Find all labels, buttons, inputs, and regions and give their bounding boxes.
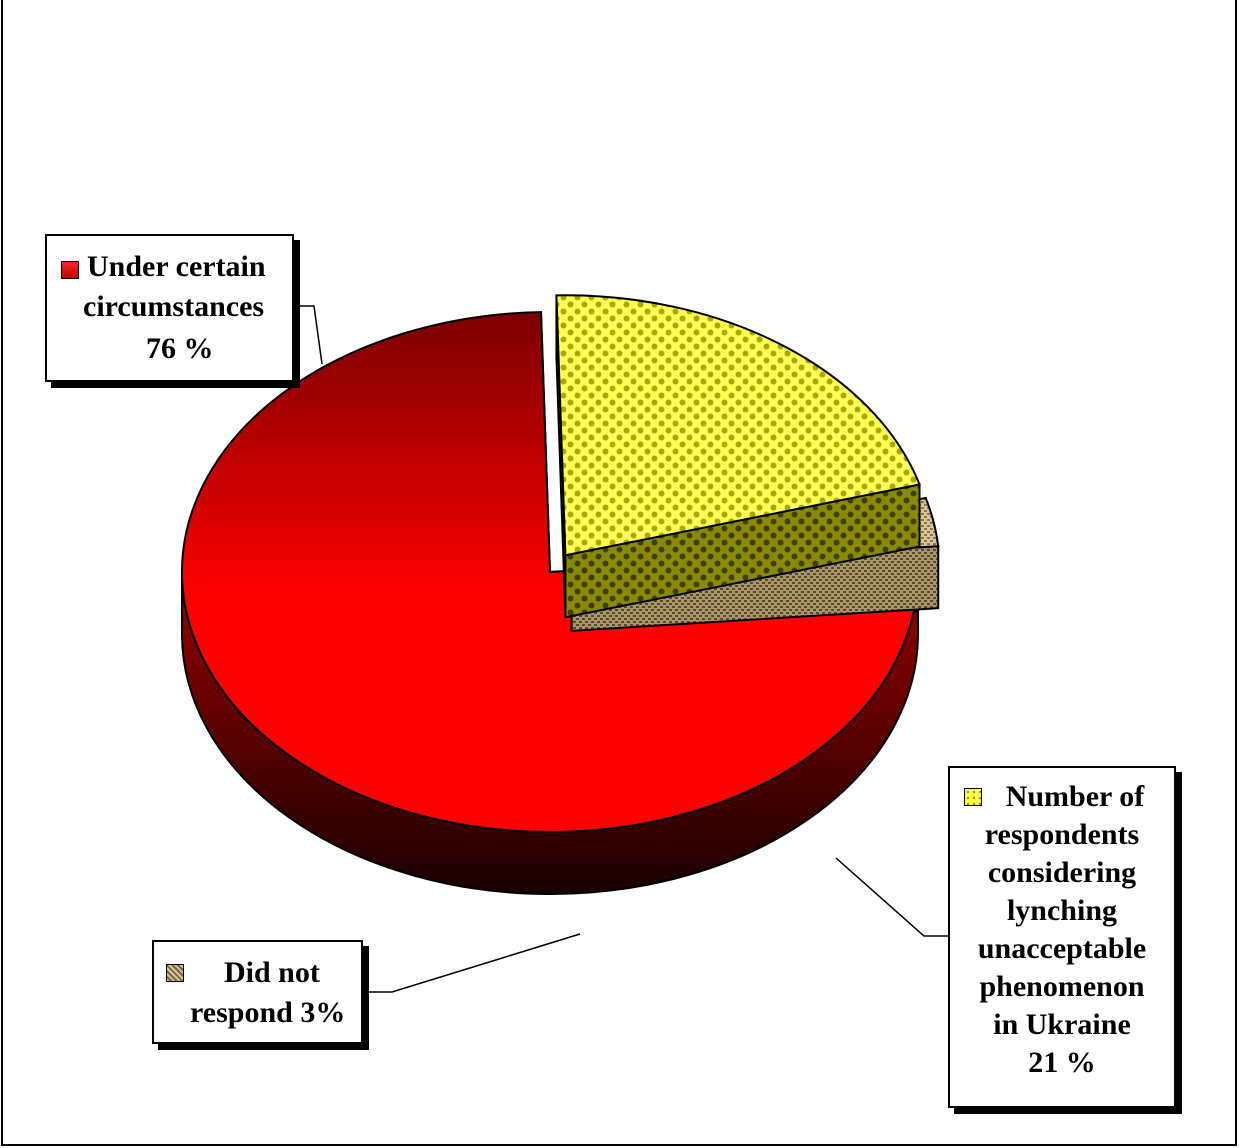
slice-label-line: 76 %: [146, 332, 214, 365]
leader-line: [363, 933, 581, 993]
pie-slice-top: [555, 294, 921, 557]
leader-line: [294, 305, 323, 365]
slice-label-line: respond 3%: [190, 996, 346, 1029]
pie-slice-top: [181, 311, 919, 833]
callout-under-certain-circumstances: Under certain circumstances 76 %: [45, 234, 294, 382]
slice-label-line: phenomenon: [979, 970, 1145, 1003]
slice-label-line: respondents: [984, 818, 1140, 851]
slice-label-line: unacceptable: [977, 932, 1147, 965]
legend-swatch-burlap: [166, 964, 184, 982]
slice-label-line: Did not: [224, 956, 320, 989]
leader-lines: [294, 305, 948, 993]
slice-label-line: lynching: [1006, 894, 1118, 927]
slice-label-line: in Ukraine: [993, 1008, 1131, 1041]
leader-line: [835, 857, 948, 937]
slice-label-line: Under certain: [87, 250, 266, 283]
slice-label-line: considering: [987, 856, 1137, 889]
callout-did-not-respond: Did not respond 3%: [152, 940, 363, 1044]
callout-unacceptable: Number of respondents considering lynchi…: [948, 766, 1176, 1108]
legend-swatch-yellow: [964, 788, 982, 806]
legend-swatch-red: [61, 261, 79, 279]
pie-slice: [555, 294, 921, 619]
slice-label-line: circumstances: [83, 290, 265, 323]
slice-label-line: Number of: [1005, 780, 1145, 813]
slice-label-line: 21 %: [1028, 1046, 1096, 1079]
